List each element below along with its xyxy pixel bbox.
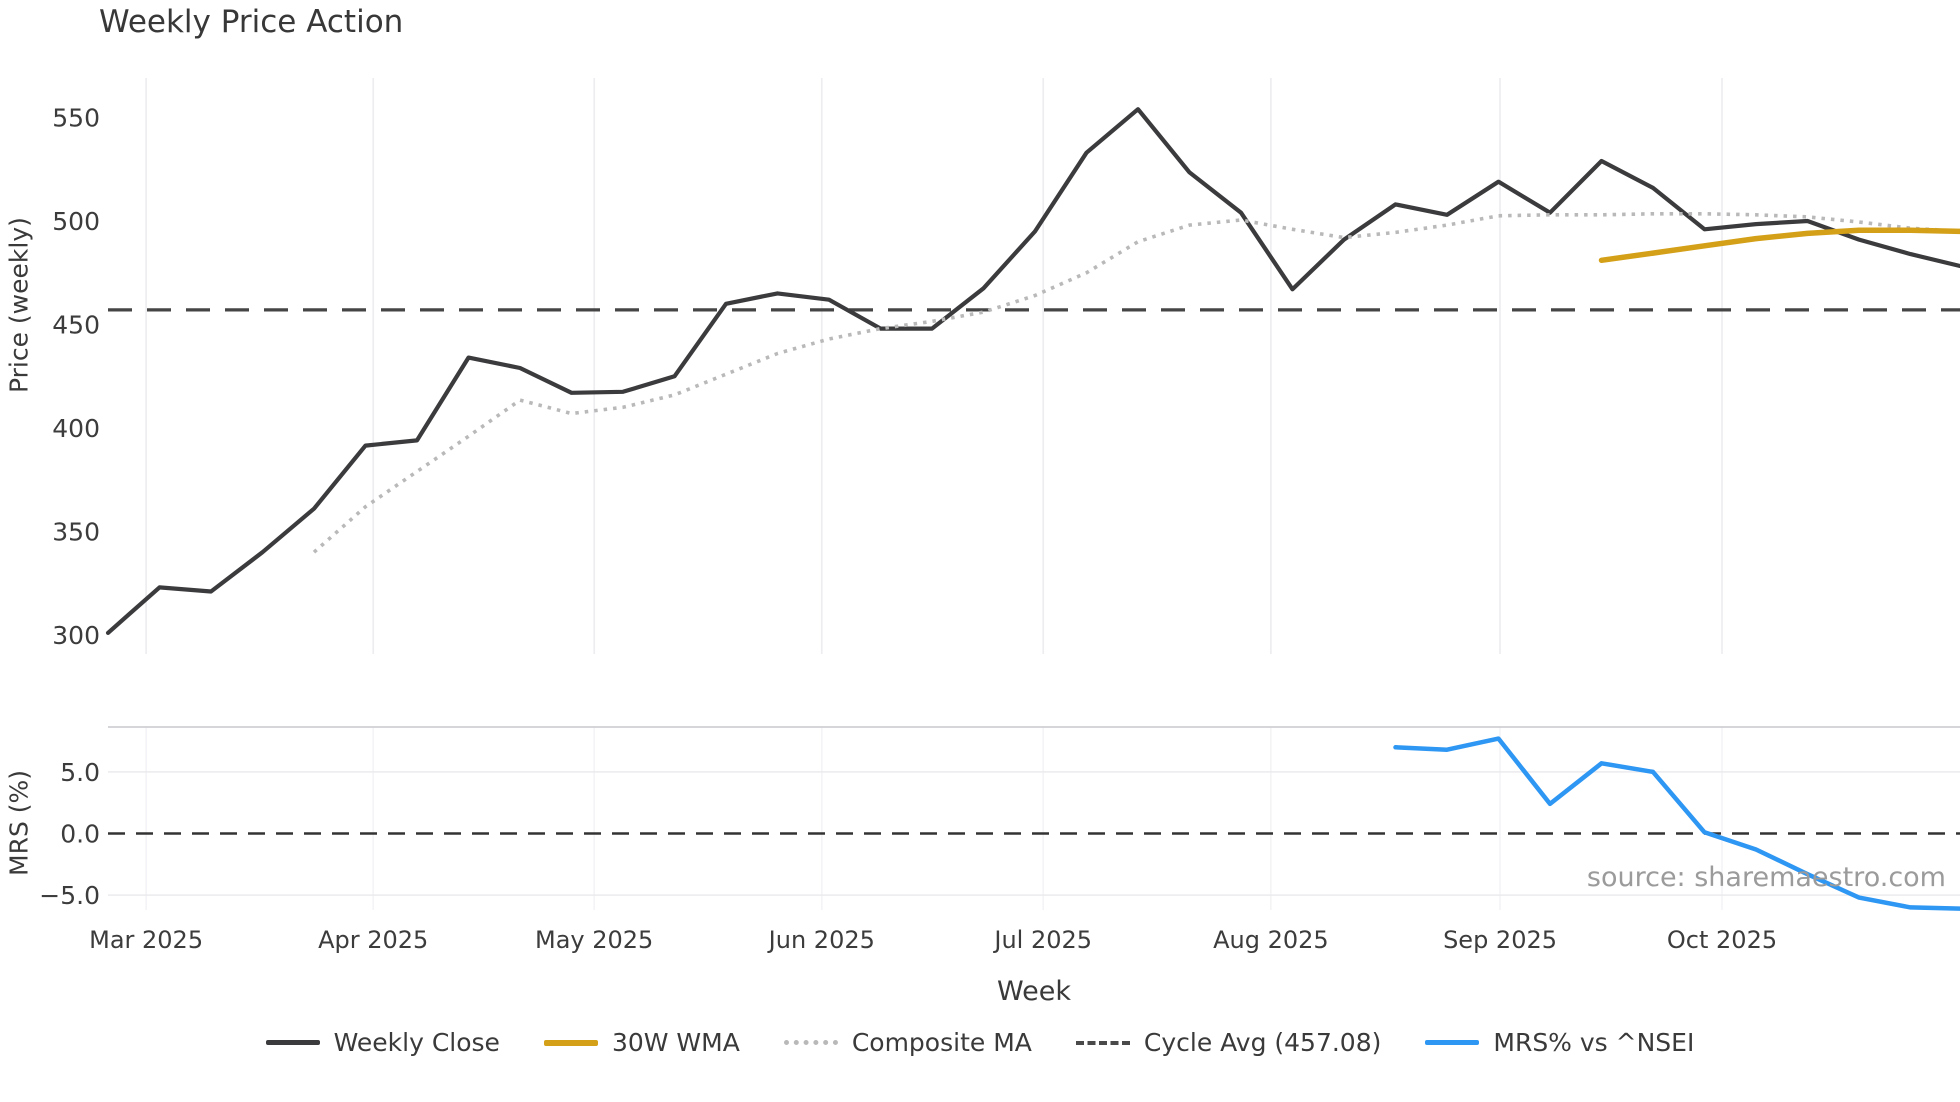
svg-text:550: 550 [52, 104, 100, 133]
weekly-close-line-swatch [265, 1040, 320, 1045]
svg-text:Mar 2025: Mar 2025 [89, 926, 203, 954]
legend-label: MRS% vs ^NSEI [1493, 1028, 1695, 1057]
legend-label: Cycle Avg (457.08) [1143, 1028, 1382, 1057]
svg-text:500: 500 [52, 207, 100, 236]
mrs-line-swatch [1425, 1040, 1480, 1045]
source-note: source: sharemaestro.com [1586, 862, 1946, 893]
legend-item-composite-ma: Composite MA [783, 1028, 1032, 1057]
legend-item-30w-wma: 30W WMA [543, 1028, 740, 1057]
x-axis-label: Week [997, 976, 1071, 1007]
svg-text:Oct 2025: Oct 2025 [1667, 926, 1777, 954]
svg-text:450: 450 [52, 311, 100, 340]
legend-item-cycle-avg: Cycle Avg (457.08) [1075, 1028, 1382, 1057]
svg-text:Jun 2025: Jun 2025 [767, 926, 875, 954]
legend-item-weekly-close: Weekly Close [265, 1028, 500, 1057]
wma-line-swatch [543, 1039, 598, 1046]
svg-text:Aug 2025: Aug 2025 [1213, 926, 1329, 954]
svg-text:400: 400 [52, 414, 100, 443]
svg-text:5.0: 5.0 [60, 758, 100, 787]
svg-text:Jul 2025: Jul 2025 [992, 926, 1092, 954]
composite-ma-line-swatch [783, 1040, 838, 1045]
svg-text:Sep 2025: Sep 2025 [1443, 926, 1557, 954]
svg-text:0.0: 0.0 [60, 820, 100, 849]
page-title: Weekly Price Action [99, 4, 404, 40]
legend-label: Composite MA [851, 1028, 1032, 1057]
legend-item-mrs: MRS% vs ^NSEI [1425, 1028, 1694, 1057]
cycle-avg-line-swatch [1075, 1040, 1130, 1045]
svg-text:350: 350 [52, 518, 100, 547]
svg-text:May 2025: May 2025 [535, 926, 653, 954]
svg-text:−5.0: −5.0 [39, 881, 100, 910]
svg-text:300: 300 [52, 621, 100, 650]
legend-label: Weekly Close [333, 1028, 500, 1057]
chart-legend: Weekly Close 30W WMA Composite MA Cycle … [0, 1028, 1960, 1057]
svg-text:Apr 2025: Apr 2025 [318, 926, 428, 954]
legend-label: 30W WMA [611, 1028, 740, 1057]
